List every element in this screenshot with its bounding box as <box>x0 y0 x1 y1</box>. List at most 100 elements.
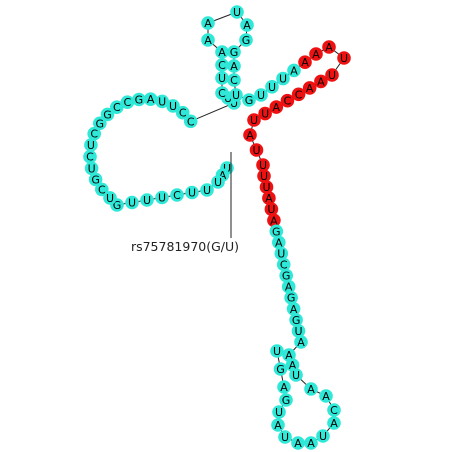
nucleotide-circle <box>87 126 101 141</box>
nucleotide-circle <box>185 185 199 200</box>
nucleotide-label: A <box>204 17 212 30</box>
nucleotide-circle <box>276 257 291 272</box>
nucleotide-label: U <box>261 108 269 121</box>
nucleotide-circle <box>272 405 286 419</box>
nucleotide-circle <box>302 81 317 95</box>
nucleotide-circle <box>183 114 198 129</box>
nucleotide-circle <box>304 436 318 450</box>
nucleotide-circle <box>291 324 306 338</box>
nucleotide-label: U <box>259 159 267 172</box>
nucleotide-label: U <box>257 89 265 102</box>
nucleotide-label: A <box>289 359 297 372</box>
nucleotide-circle <box>258 106 272 121</box>
nucleotide-label: A <box>204 34 212 47</box>
nucleotide-circle <box>284 290 298 305</box>
nucleotide-label: U <box>87 139 95 152</box>
nucleotide-label: A <box>330 417 338 430</box>
nucleotide-circle <box>83 149 97 164</box>
nucleotide-circle <box>230 5 244 19</box>
nucleotide-circle <box>120 95 135 109</box>
nucleotide-circle <box>327 416 341 430</box>
nucleotide-circle <box>269 100 284 114</box>
snp-label: rs75781970(G/U) <box>131 239 239 254</box>
nucleotide-circle <box>256 158 270 172</box>
nucleotide-label: G <box>96 117 105 130</box>
nucleotide-circle <box>277 380 291 394</box>
nucleotide-label: C <box>98 183 106 196</box>
nucleotide-label: U <box>277 248 285 261</box>
nucleotide-circle <box>294 335 308 349</box>
nucleotide-label: A <box>290 303 298 316</box>
nucleotide-label: U <box>188 187 196 200</box>
nucleotide-label: U <box>279 73 287 86</box>
nucleotide-circle <box>327 403 341 417</box>
nucleotide-circle <box>215 45 229 59</box>
nucleotide-label: A <box>285 349 293 362</box>
nucleotide-label: C <box>90 128 98 141</box>
nucleotide-circle <box>281 279 296 294</box>
nucleotide-label: U <box>292 369 300 382</box>
nucleotide-label: C <box>280 259 288 272</box>
nucleotide-circle <box>200 183 214 197</box>
nucleotide-label: U <box>319 430 327 443</box>
nucleotide-label: U <box>224 92 232 105</box>
nucleotide-circle <box>93 116 107 131</box>
nucleotide-label: U <box>106 192 114 205</box>
nucleotide-circle <box>155 94 169 109</box>
nucleotide-circle <box>84 138 98 152</box>
nucleotide-circle <box>242 93 256 107</box>
nucleotide-label: C <box>179 107 187 120</box>
nucleotide-circle <box>316 429 330 443</box>
nucleotide-circle <box>227 45 241 59</box>
nucleotide-label: U <box>158 95 166 108</box>
nucleotide-label: U <box>203 184 211 197</box>
nucleotide-circle <box>304 382 318 396</box>
nucleotide-label: U <box>223 162 231 175</box>
nucleotide-circle <box>262 191 276 205</box>
nucleotide-label: U <box>275 406 283 419</box>
nucleotide-circle <box>166 99 180 113</box>
nucleotide-label: U <box>340 52 348 65</box>
nucleotide-circle <box>289 313 303 327</box>
nucleotide-label: G <box>135 94 144 107</box>
nucleotide-label: C <box>113 101 121 114</box>
nucleotide-label: G <box>245 94 254 107</box>
nucleotide-label: U <box>273 345 281 358</box>
nucleotide-label: U <box>158 192 166 205</box>
nucleotide-label: C <box>330 404 338 417</box>
nucleotide-label: A <box>312 48 320 61</box>
nucleotide-label: A <box>147 93 155 106</box>
nucleotide-label: U <box>230 97 238 110</box>
nucleotide-circle <box>278 430 292 444</box>
nucleotide-label: C <box>284 95 292 108</box>
nucleotide-circle <box>143 92 158 106</box>
nucleotide-label: A <box>230 60 238 73</box>
nucleotide-circle <box>243 128 257 142</box>
nucleotide-circle <box>240 18 254 32</box>
nucleotide-circle <box>322 40 336 54</box>
nucleotide-label: A <box>322 390 330 403</box>
nucleotide-circle <box>309 47 323 61</box>
nucleotide-label: C <box>218 59 226 72</box>
nucleotide-label: U <box>143 194 151 207</box>
nucleotide-circle <box>88 172 103 187</box>
nucleotide-label: U <box>128 197 136 210</box>
nucleotide-circle <box>125 195 139 210</box>
nucleotide-circle <box>140 193 154 207</box>
nucleotide-circle <box>155 190 169 205</box>
nucleotide-label: U <box>232 89 240 102</box>
nucleotide-label: U <box>267 203 275 216</box>
nucleotide-label: U <box>260 170 268 183</box>
nucleotide-label: U <box>218 72 226 85</box>
nucleotide-label: A <box>280 381 288 394</box>
nucleotide-circle <box>215 58 229 72</box>
nucleotide-circle <box>103 191 117 205</box>
nucleotide-label: A <box>275 236 283 249</box>
nucleotide-circle <box>271 418 285 432</box>
nucleotide-circle <box>215 71 229 85</box>
nucleotide-circle <box>227 73 241 87</box>
nucleotide-circle <box>201 16 215 30</box>
nucleotide-circle <box>287 63 301 78</box>
nucleotide-label: G <box>282 394 291 407</box>
